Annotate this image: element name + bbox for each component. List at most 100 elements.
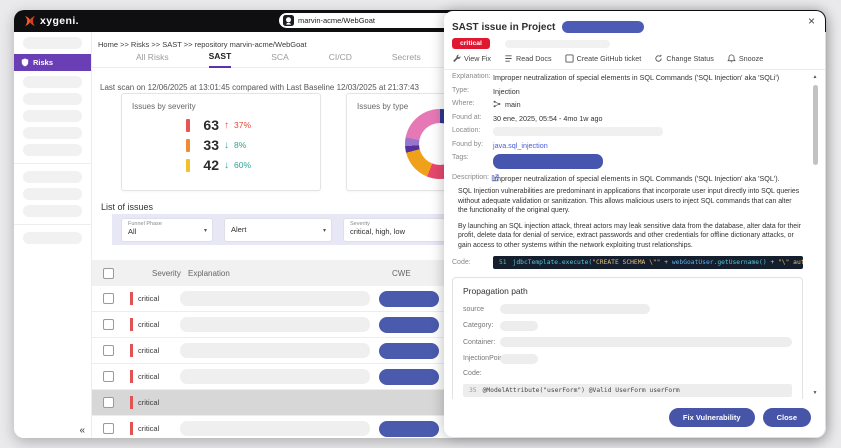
row-severity-label: critical xyxy=(130,318,176,331)
docs-icon xyxy=(504,54,513,63)
field-label: Found by: xyxy=(452,140,484,148)
sidebar-item-placeholder[interactable] xyxy=(23,110,82,122)
scrollbar-thumb[interactable] xyxy=(813,85,818,165)
tab-all-risks[interactable]: All Risks xyxy=(136,52,169,62)
severity-count: 33 xyxy=(203,137,219,153)
severity-row-low: 42 ↓ 60% xyxy=(186,157,320,173)
code-snippet: 51 jdbcTemplate.execute("CREATE SCHEMA \"… xyxy=(493,256,803,269)
sidebar-divider xyxy=(14,224,91,225)
row-checkbox[interactable] xyxy=(103,397,114,408)
row-checkbox[interactable] xyxy=(103,345,114,356)
field-description: Description: Improper neutralization of s… xyxy=(452,174,803,183)
scroll-down-icon[interactable]: ▼ xyxy=(812,390,818,396)
sidebar-item-placeholder[interactable] xyxy=(23,144,82,156)
shield-icon xyxy=(21,58,29,67)
explanation-placeholder xyxy=(180,317,370,332)
action-create-github-ticket[interactable]: Create GitHub ticket xyxy=(565,54,641,63)
field-label: Explanation: xyxy=(452,73,491,80)
type-card-title: Issues by type xyxy=(357,102,409,111)
tab-ci-cd[interactable]: CI/CD xyxy=(328,52,352,62)
fix-vulnerability-button[interactable]: Fix Vulnerability xyxy=(668,408,755,427)
sidebar-item-placeholder[interactable] xyxy=(23,93,82,105)
propagation-source: source xyxy=(463,304,792,314)
row-checkbox[interactable] xyxy=(103,423,114,434)
cwe-badge xyxy=(379,316,439,333)
field-value: Improper neutralization of special eleme… xyxy=(493,173,780,183)
field-label: Where: xyxy=(452,100,475,107)
cwe-badge xyxy=(379,290,439,307)
sidebar-item-placeholder[interactable] xyxy=(23,37,82,49)
row-checkbox[interactable] xyxy=(103,371,114,382)
action-read-docs[interactable]: Read Docs xyxy=(504,54,552,63)
issue-id-placeholder xyxy=(504,39,610,48)
filter-value: Alert xyxy=(231,224,247,234)
panel-close-button[interactable]: Close xyxy=(762,408,811,427)
code-line-number: 35 xyxy=(469,386,477,394)
repo-search-input[interactable]: marvin-acme/WebGoat xyxy=(279,13,479,28)
sidebar-item-placeholder[interactable] xyxy=(23,171,82,183)
issue-fields: Explanation: Improper neutralization of s… xyxy=(452,73,803,183)
filter-label: Severity xyxy=(350,220,370,227)
propagation-category: Category: xyxy=(463,320,792,331)
tab-sca[interactable]: SCA xyxy=(271,52,289,62)
row-checkbox[interactable] xyxy=(103,293,114,304)
propagation-container: Container: xyxy=(463,337,792,347)
divider xyxy=(444,69,825,70)
severity-rows: 63 ↑ 37% 33 ↓ 8% 42 ↓ 60% xyxy=(186,117,320,173)
field-location: Location: xyxy=(452,127,803,136)
field-tags: Tags: xyxy=(452,154,803,169)
tags-pill xyxy=(493,154,603,169)
select-all-checkbox[interactable] xyxy=(103,268,114,279)
external-link-icon[interactable] xyxy=(491,173,499,182)
sidebar-collapse-button[interactable]: « xyxy=(79,425,85,436)
filter-alert[interactable]: Alert ▾ xyxy=(224,217,332,242)
propagation-label: Container: xyxy=(463,338,496,346)
action-view-fix[interactable]: View Fix xyxy=(452,54,491,63)
bell-icon xyxy=(727,54,736,63)
severity-card-title: Issues by severity xyxy=(132,102,196,111)
sidebar-item-placeholder[interactable] xyxy=(23,76,82,88)
scroll-up-icon[interactable]: ▲ xyxy=(812,74,818,80)
sidebar-item-placeholder[interactable] xyxy=(23,127,82,139)
sidebar-item-placeholder[interactable] xyxy=(23,232,82,244)
tab-secrets[interactable]: Secrets xyxy=(391,52,421,62)
severity-color-bar xyxy=(186,138,190,152)
action-snooze[interactable]: Snooze xyxy=(727,54,763,63)
sidebar-item-risks[interactable]: Risks xyxy=(14,54,91,71)
severity-change-pct: 37% xyxy=(234,120,252,130)
severity-color-bar xyxy=(186,158,190,172)
explanation-placeholder xyxy=(180,343,370,358)
field-value: Improper neutralization of special eleme… xyxy=(493,73,780,82)
propagation-code-text: @ModelAttribute("userForm") @Valid UserF… xyxy=(482,386,680,394)
severity-change-pct: 8% xyxy=(234,140,247,150)
tab-sast[interactable]: SAST xyxy=(208,51,232,68)
action-label: Snooze xyxy=(738,54,764,63)
scan-status: Last scan on 12/06/2025 at 13:01:45 comp… xyxy=(100,83,419,92)
propagation-label: Code: xyxy=(463,370,482,377)
propagation-label: Category: xyxy=(463,322,494,329)
panel-scrollbar[interactable]: ▲ ▼ xyxy=(810,73,820,397)
column-header-explanation: Explanation xyxy=(188,269,230,278)
sidebar-item-placeholder[interactable] xyxy=(23,205,82,217)
xygeni-logo: xygeni. xyxy=(24,15,79,27)
trend-down-icon: ↓ xyxy=(224,139,229,151)
row-severity-label: critical xyxy=(130,370,176,383)
action-label: View Fix xyxy=(464,54,492,63)
field-value-placeholder xyxy=(493,127,663,136)
field-value[interactable]: java.sql_injection xyxy=(493,140,548,150)
badge-row: critical xyxy=(452,38,610,49)
cwe-badge xyxy=(379,368,439,385)
close-icon[interactable]: × xyxy=(807,14,815,28)
search-value: marvin-acme/WebGoat xyxy=(298,16,375,25)
wrench-icon xyxy=(452,54,461,63)
panel-actions: View Fix Read Docs Create GitHub ticket Cha… xyxy=(452,54,763,63)
propagation-entries: source Category: Container: InjectionPoint:… xyxy=(463,304,792,399)
row-checkbox[interactable] xyxy=(103,319,114,330)
action-change-status[interactable]: Change Status xyxy=(654,54,714,63)
trend-up-icon: ↑ xyxy=(224,119,229,131)
code-label: Code: xyxy=(452,259,471,266)
sidebar-item-placeholder[interactable] xyxy=(23,188,82,200)
severity-count: 63 xyxy=(203,117,219,133)
filter-funnel-phase[interactable]: Funnel Phase All ▾ xyxy=(121,217,213,242)
propagation-label: InjectionPoint: xyxy=(463,355,507,362)
